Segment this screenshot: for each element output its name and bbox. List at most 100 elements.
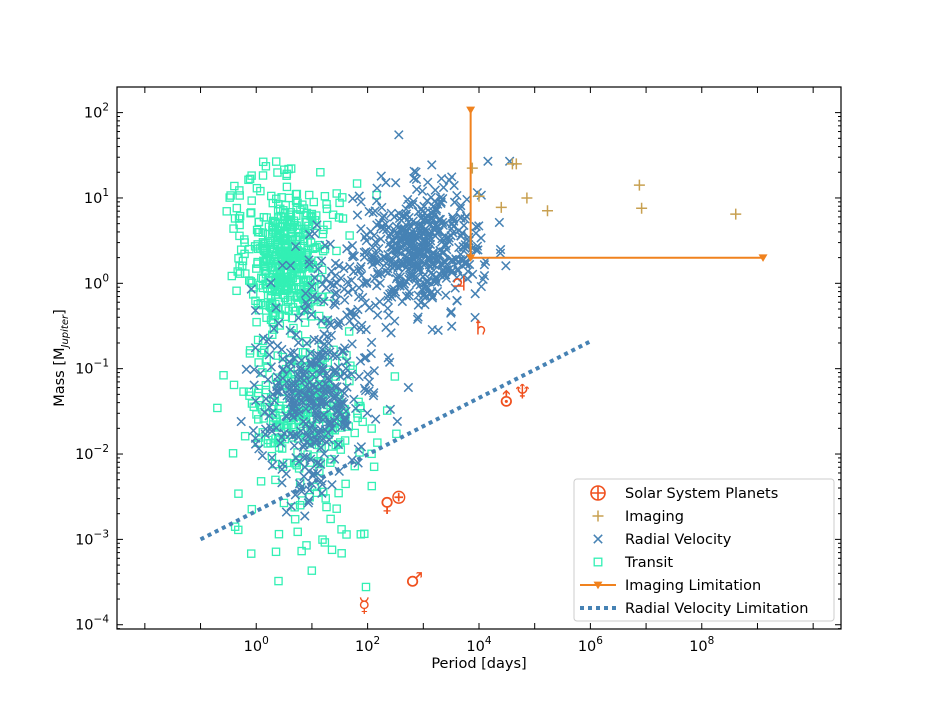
rv-point [450,283,460,293]
transit-point [235,269,245,278]
transit-point [276,404,285,414]
rv-point [285,364,296,375]
transit-point [361,582,371,592]
rv-point [289,440,300,451]
rv-point [236,416,246,427]
transit-point [238,261,247,271]
rv-point [326,320,336,330]
rv-point [324,419,335,429]
transit-point [334,488,343,498]
rv-point [343,287,353,297]
rv-point [291,329,301,340]
transit-point [294,224,304,234]
solar-planet-saturn: ♄ [472,316,490,340]
transit-point [307,209,317,219]
rv-point [285,348,296,358]
rv-point [250,433,261,443]
rv-point [361,246,371,257]
rv-point [413,290,424,301]
transit-point [268,318,278,327]
rv-point [372,183,382,193]
rv-point [385,404,396,415]
rv-point [301,297,311,308]
rv-point [356,270,367,281]
rv-point [302,338,312,348]
rv-point [298,416,309,427]
rv-point [362,277,372,287]
rv-point [460,259,471,270]
transit-point [345,231,354,240]
transit-point [229,380,239,390]
rv-point [293,388,303,398]
transit-point [234,489,243,498]
transit-point [310,482,320,492]
rv-point [284,384,295,394]
rv-point [328,385,339,396]
legend-marker [593,557,603,567]
transit-point [322,200,331,209]
rv-point [441,265,452,275]
transit-point [235,186,244,195]
transit-point [309,197,319,207]
transit-point [321,494,330,503]
transit-point [293,527,302,537]
x-tick-label: 104 [466,635,491,655]
legend-item-rv: Radial Velocity [593,532,732,548]
rv-point [349,394,359,405]
rv-point [315,427,325,438]
transit-point [312,221,321,230]
legend-marker [593,581,603,590]
rv-point [312,220,322,230]
rv-point [428,214,439,225]
rv-point [427,160,437,170]
transit-point [320,538,330,547]
y-tick-label: 10−2 [75,443,109,463]
rv-point [394,130,404,140]
rv-point [452,295,462,306]
rv-point [255,368,266,379]
transit-point [273,168,282,177]
transit-point [233,267,242,276]
transit-point [241,269,250,278]
transit-point [256,298,265,308]
rv-point [427,259,438,270]
transit-point [258,157,268,167]
rv-point [449,180,459,191]
rv-point [266,278,276,288]
rv-point [401,291,412,301]
rv-point [422,210,432,221]
transit-point [322,502,331,512]
rv-point [305,348,316,359]
transit-point [353,413,362,423]
rv-point [281,507,292,517]
rv-point [392,271,403,282]
y-tick-label: 100 [84,272,109,292]
rv-point [341,363,351,374]
transit-point [226,191,235,200]
transit-point [261,239,270,248]
rv-point [285,429,295,440]
transit-point [251,296,260,306]
transit-point [271,157,281,166]
rv-point [354,191,365,201]
rv-point [311,351,322,362]
transit-point [238,256,248,266]
rv-point [285,325,295,336]
rv-point [403,382,414,393]
legend-label: Radial Velocity Limitation [625,601,809,617]
rv-point [368,208,378,218]
rv-point [291,395,301,406]
legend-item-rv_limit: Radial Velocity Limitation [580,601,809,617]
rv-point [315,459,326,469]
transit-point [295,270,305,280]
transit-point [252,225,262,235]
rv-point [370,414,381,424]
rv-point [312,468,323,479]
transit-point [284,193,294,203]
transit-point [332,246,341,256]
transit-point [342,530,351,539]
transit-point [252,317,261,327]
imaging-point [506,158,518,170]
rv-point [359,383,370,394]
